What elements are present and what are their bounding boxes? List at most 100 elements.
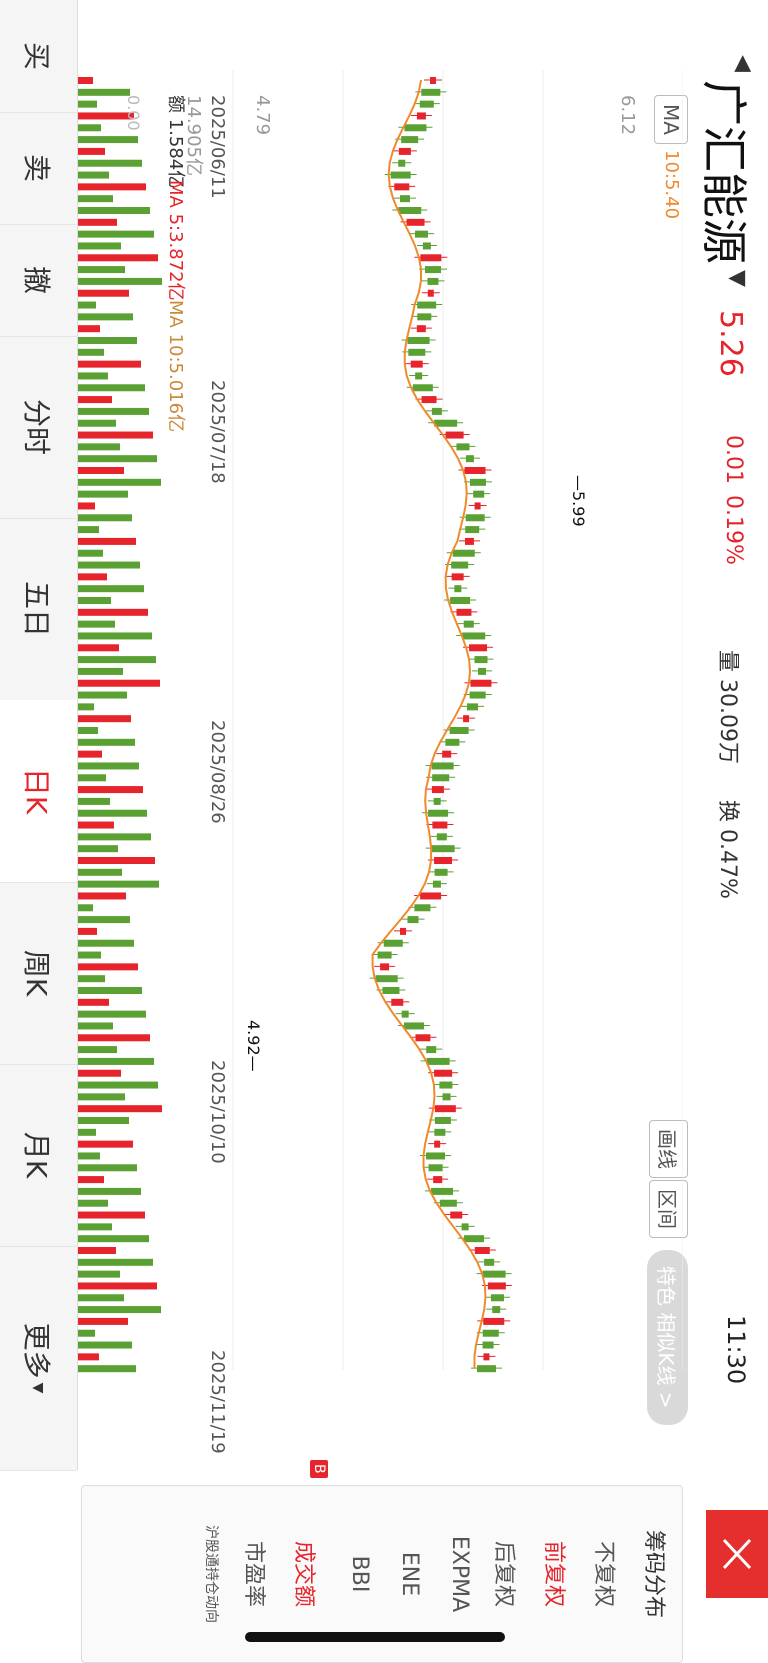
date-label-5: 2025/11/19 xyxy=(207,1350,228,1454)
candle xyxy=(394,183,410,191)
volume-bar xyxy=(73,1294,124,1302)
volume-bar xyxy=(73,1117,129,1124)
volume-bar xyxy=(73,112,134,120)
nav-buy-label: 买 xyxy=(20,41,53,70)
high-marker-value: 5.99 xyxy=(569,491,588,527)
volume-bar xyxy=(73,727,98,734)
candle xyxy=(404,124,427,132)
nav-more[interactable]: 更多 ▼ xyxy=(0,1246,77,1471)
volume-bar xyxy=(73,963,138,971)
nav-five-day[interactable]: 五日 xyxy=(0,518,77,701)
next-stock-arrow-icon[interactable]: ▼ xyxy=(725,270,750,287)
volume-bar xyxy=(73,644,119,652)
volume-bar xyxy=(73,998,109,1006)
volume-bar xyxy=(73,797,110,805)
volume-bar xyxy=(73,549,103,557)
ma10-info: MA 10:5.016亿 xyxy=(165,300,186,433)
candles-group xyxy=(369,77,512,1373)
volume-bar xyxy=(73,774,106,782)
nav-cancel[interactable]: 撤 xyxy=(0,224,77,337)
close-button[interactable] xyxy=(706,1510,768,1598)
volume-bar xyxy=(73,703,94,711)
side-item-hk-connect[interactable]: 沪股通持仓动向 xyxy=(203,1525,219,1623)
volume-bar xyxy=(73,1176,104,1184)
nav-intraday[interactable]: 分时 xyxy=(0,336,77,519)
side-item-forward-adjust[interactable]: 前复权 xyxy=(541,1540,566,1607)
volume-bar xyxy=(73,419,116,427)
nav-more-label: 更多 xyxy=(20,1322,53,1379)
volume-bar xyxy=(73,467,124,474)
prev-stock-arrow-icon[interactable]: ◀ xyxy=(731,55,756,72)
y-min-label: 4.79 xyxy=(252,95,273,136)
volume-bar xyxy=(73,608,148,616)
date-label-3: 2025/08/26 xyxy=(207,720,228,824)
side-item-no-adjust[interactable]: 不复权 xyxy=(591,1540,616,1607)
volume-bar xyxy=(73,667,123,675)
volume-bar xyxy=(73,301,96,309)
volume-bar xyxy=(73,656,156,664)
volume-bar xyxy=(73,455,157,463)
volume-bar xyxy=(73,750,102,758)
y-max-label: 6.12 xyxy=(617,95,638,136)
volume-bar xyxy=(73,502,95,510)
volume-bar xyxy=(73,537,136,545)
volume-bar xyxy=(73,821,114,829)
volume-bar xyxy=(73,1223,112,1231)
volume-bar xyxy=(73,857,155,864)
stock-title[interactable]: 广汇能源 xyxy=(697,80,751,264)
volume-bar xyxy=(73,880,159,888)
buy-marker[interactable]: B xyxy=(310,1460,328,1478)
volume-bar xyxy=(73,1093,125,1101)
volume-bar xyxy=(73,1081,158,1089)
volume-bar xyxy=(73,195,113,203)
volume-bar xyxy=(73,218,117,226)
nav-weekly-k[interactable]: 周K xyxy=(0,882,77,1065)
volume-bar xyxy=(73,266,125,274)
volume-bar xyxy=(73,1317,128,1325)
volume-bar xyxy=(73,337,137,344)
nav-monthly-k-label: 月K xyxy=(20,1131,53,1179)
nav-sell[interactable]: 卖 xyxy=(0,112,77,225)
volume-bar xyxy=(73,573,107,581)
volume-bar xyxy=(73,136,138,144)
volume-bar xyxy=(73,904,93,912)
volume-bar xyxy=(73,1258,153,1266)
nav-buy[interactable]: 买 xyxy=(0,0,77,113)
volume-bar xyxy=(73,1152,100,1160)
nav-sell-label: 卖 xyxy=(20,153,53,182)
home-indicator xyxy=(245,1632,505,1642)
volume-bar xyxy=(73,809,147,817)
volume-bar xyxy=(73,927,97,935)
volume-bar xyxy=(73,490,128,498)
volume-bar xyxy=(73,1199,108,1207)
candle xyxy=(452,549,475,557)
kline-chart[interactable] xyxy=(43,70,683,1550)
volume-bar xyxy=(73,987,142,994)
volume-bar xyxy=(73,147,105,155)
volume-bar xyxy=(73,159,142,167)
close-icon xyxy=(722,1538,752,1570)
nav-daily-k[interactable]: 日K xyxy=(0,700,77,883)
volume-bar xyxy=(73,171,109,179)
volume-bar xyxy=(73,1353,99,1361)
volume-bar xyxy=(73,597,111,604)
nav-monthly-k[interactable]: 月K xyxy=(0,1064,77,1247)
volume-bar xyxy=(73,1247,116,1254)
volume-bar xyxy=(73,1164,137,1172)
volume-bar xyxy=(73,975,105,983)
volume-bar xyxy=(73,585,144,593)
volume-bar xyxy=(73,786,143,794)
volume-bar xyxy=(73,407,149,415)
volume-bar xyxy=(73,1010,146,1018)
volume-zero-label: 0.00 xyxy=(124,95,143,131)
volume-bar xyxy=(73,1069,121,1077)
volume-info: 额 1.584亿 xyxy=(165,95,186,189)
volume-bar xyxy=(73,1187,141,1195)
chevron-down-icon: ▼ xyxy=(30,1382,46,1394)
side-item-chip-distribution[interactable]: 筹码分布 xyxy=(641,1529,666,1618)
low-marker: 4.92— xyxy=(244,1020,263,1072)
volume-bar xyxy=(73,1306,161,1314)
volume-bar xyxy=(73,691,127,699)
header: ◀ 广汇能源 ▼ 5.26 0.01 0.19% 量 30.09万 换 0.47… xyxy=(673,0,768,1662)
